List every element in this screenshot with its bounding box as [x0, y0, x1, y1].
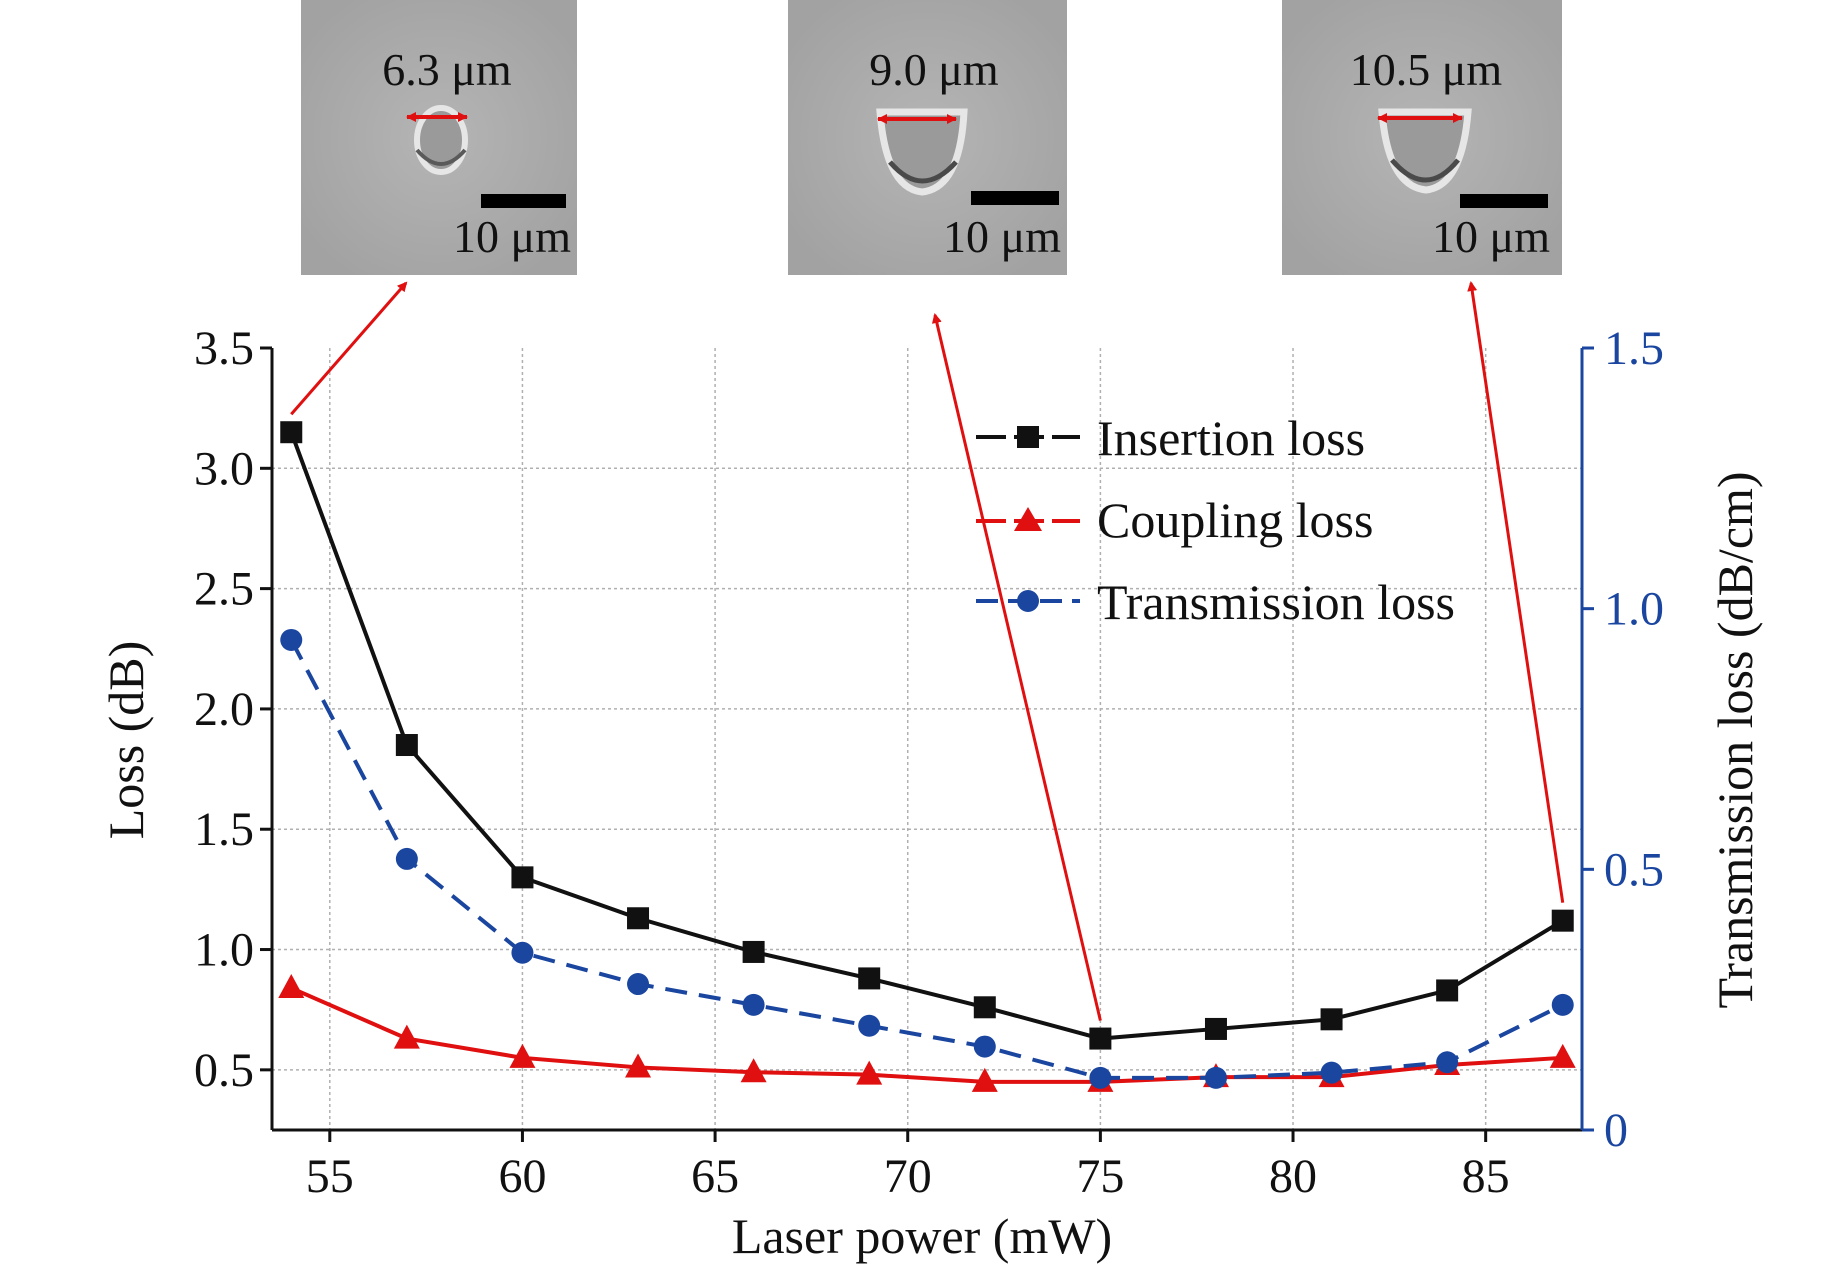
data-point-square: [395, 734, 418, 757]
x-tick-label: 85: [1462, 1150, 1510, 1203]
data-point-circle: [973, 1035, 996, 1058]
legend-marker-triangle: [1014, 507, 1042, 531]
data-point-circle: [1551, 993, 1574, 1016]
data-point-square: [1089, 1027, 1112, 1050]
y2-tick-label: 0.5: [1604, 843, 1664, 896]
legend: Insertion loss Coupling loss Transmissio…: [976, 410, 1455, 630]
legend-label: Insertion loss: [1097, 410, 1365, 466]
x-tick-label: 65: [691, 1150, 739, 1203]
data-point-square: [1204, 1017, 1227, 1040]
legend-item-coupling: Coupling loss: [976, 492, 1373, 548]
x-tick-label: 80: [1269, 1150, 1317, 1203]
data-point-circle: [1320, 1061, 1343, 1084]
scale-bar: [971, 191, 1059, 205]
micrograph-inset-2: 9.0 μm 10 μm: [788, 0, 1067, 275]
data-point-square: [858, 967, 881, 990]
data-point-circle: [280, 628, 303, 651]
y-tick-label: 1.0: [194, 924, 254, 977]
inset-arrow: [290, 281, 408, 416]
legend-label: Coupling loss: [1097, 492, 1373, 548]
y2-axis-label: Transmission loss (dB/cm): [1707, 471, 1763, 1008]
data-point-circle: [511, 941, 534, 964]
scale-label: 10 μm: [943, 211, 1061, 262]
legend-label: Transmission loss: [1097, 574, 1455, 630]
data-point-circle: [858, 1014, 881, 1037]
scale-label: 10 μm: [453, 211, 571, 262]
legend-item-insertion: Insertion loss: [976, 410, 1365, 466]
waveguide-cross-section: [414, 105, 468, 175]
data-point-square: [627, 907, 650, 930]
data-point-triangle: [393, 1024, 420, 1049]
data-point-circle: [1204, 1066, 1227, 1089]
legend-marker-square: [1017, 426, 1039, 448]
series-line: [289, 431, 1564, 1041]
y2-tick-label: 1.5: [1604, 322, 1664, 375]
x-axis-label: Laser power (mW): [732, 1208, 1112, 1264]
data-point-square: [973, 996, 996, 1019]
data-point-circle: [1089, 1066, 1112, 1089]
width-label: 10.5 μm: [1350, 44, 1503, 95]
waveguide-shadow: [888, 160, 958, 184]
data-point-triangle: [278, 974, 305, 999]
series-line: [289, 639, 1564, 1080]
series-group: [278, 421, 1576, 1092]
waveguide-shadow: [415, 148, 467, 166]
data-point-square: [511, 866, 534, 889]
series-line: [290, 986, 1563, 1084]
data-point-square: [1436, 979, 1459, 1002]
width-label: 9.0 μm: [869, 44, 999, 95]
inset-arrow: [931, 313, 1102, 1021]
legend-marker-circle: [1017, 590, 1039, 612]
y-tick-label: 0.5: [194, 1044, 254, 1097]
data-point-triangle: [740, 1058, 767, 1083]
data-point-triangle: [971, 1067, 998, 1092]
scale-label: 10 μm: [1432, 211, 1550, 262]
y-tick-label: 2.5: [194, 563, 254, 616]
y-tick-label: 2.0: [194, 683, 254, 736]
data-point-square: [742, 940, 765, 963]
micrograph-inset-1: 6.3 μm 10 μm: [301, 0, 577, 275]
data-point-triangle: [509, 1043, 536, 1068]
data-point-triangle: [1549, 1043, 1576, 1068]
waveguide-shadow: [1390, 158, 1460, 183]
width-label: 6.3 μm: [382, 44, 512, 95]
data-point-circle: [395, 847, 418, 870]
y-tick-label: 1.5: [194, 803, 254, 856]
legend-item-transmission: Transmission loss: [976, 574, 1455, 630]
data-point-triangle: [625, 1053, 652, 1078]
grid: [272, 348, 1582, 1130]
x-tick-label: 70: [884, 1150, 932, 1203]
y-axis-label: Loss (dB): [98, 641, 154, 840]
inset-arrows: [290, 281, 1565, 1021]
y2-tick-label: 1.0: [1604, 583, 1664, 636]
data-point-square: [280, 421, 303, 444]
y-tick-label: 3.5: [194, 322, 254, 375]
series-transmission-loss: [280, 628, 1574, 1089]
y2-tick-label: 0: [1604, 1104, 1628, 1157]
y-tick-label: 3.0: [194, 442, 254, 495]
tick-labels: 55 60 65 70 75 80 85 0.5 1.0 1.5 2.0 2.5 3.0 3.5 0 0.5 1…: [194, 322, 1664, 1203]
data-point-triangle: [856, 1060, 883, 1085]
series-insertion-loss: [280, 421, 1574, 1050]
scale-bar: [481, 194, 566, 208]
data-point-circle: [742, 993, 765, 1016]
data-point-square: [1551, 909, 1574, 932]
axes: [260, 346, 1594, 1142]
micrograph-inset-3: 10.5 μm 10 μm: [1282, 0, 1562, 275]
data-point-circle: [1436, 1051, 1459, 1074]
x-tick-label: 55: [306, 1150, 354, 1203]
data-point-square: [1320, 1008, 1343, 1031]
x-tick-label: 60: [498, 1150, 546, 1203]
x-tick-label: 75: [1076, 1150, 1124, 1203]
inset-arrow: [1467, 281, 1565, 903]
data-point-circle: [627, 973, 650, 996]
scale-bar: [1460, 194, 1548, 208]
